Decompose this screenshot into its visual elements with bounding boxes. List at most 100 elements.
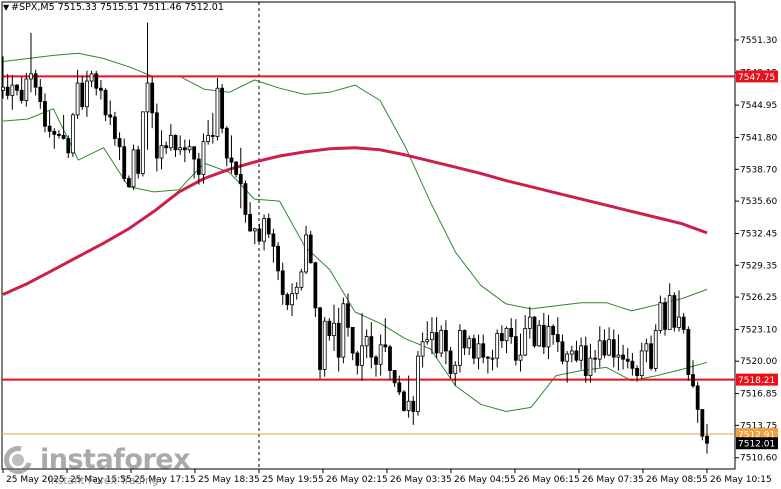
candle-body bbox=[94, 73, 99, 89]
candle-body bbox=[117, 138, 122, 148]
candle bbox=[38, 78, 43, 109]
candle-body bbox=[159, 145, 164, 159]
candle bbox=[439, 325, 444, 358]
candle-body bbox=[476, 343, 481, 359]
candle-body bbox=[201, 141, 206, 175]
y-tick-label: 7551.30 bbox=[740, 36, 777, 46]
candle bbox=[234, 161, 239, 178]
candle-body bbox=[187, 146, 192, 151]
candle-body bbox=[290, 293, 294, 306]
x-tick-label: 26 May 10:15 bbox=[710, 475, 772, 485]
x-tick-label: 26 May 08:55 bbox=[646, 475, 708, 485]
candle-body bbox=[616, 354, 621, 358]
candle bbox=[43, 93, 47, 133]
candle-body bbox=[99, 87, 103, 91]
candle bbox=[462, 329, 467, 356]
candle-body bbox=[19, 89, 24, 101]
candle bbox=[210, 112, 215, 144]
candle-body bbox=[691, 374, 695, 387]
candle-body bbox=[672, 295, 677, 328]
candle bbox=[588, 343, 593, 383]
candle-body bbox=[593, 357, 598, 360]
candle bbox=[350, 326, 355, 361]
candle bbox=[206, 120, 211, 145]
candle-body bbox=[705, 435, 709, 444]
candle-body bbox=[607, 339, 611, 356]
y-tick-label: 7541.80 bbox=[740, 133, 777, 143]
candle-body bbox=[173, 135, 178, 151]
candle bbox=[635, 365, 639, 382]
candle bbox=[150, 76, 155, 129]
candle-body bbox=[234, 161, 239, 175]
candle bbox=[140, 111, 145, 177]
candle bbox=[322, 317, 327, 377]
candle-body bbox=[649, 343, 653, 369]
level-label: 7547.75 bbox=[738, 73, 775, 83]
candle bbox=[607, 327, 611, 357]
collapse-triangle-icon[interactable]: ▼ bbox=[3, 3, 10, 12]
candle-body bbox=[597, 340, 602, 360]
candle bbox=[178, 135, 183, 155]
candle bbox=[378, 334, 383, 376]
candle-body bbox=[374, 356, 378, 365]
candle bbox=[388, 344, 392, 380]
candle-body bbox=[350, 326, 355, 354]
ask-label: 7512.91 bbox=[738, 431, 775, 441]
candle bbox=[66, 135, 71, 159]
candle-body bbox=[546, 325, 551, 348]
candle bbox=[397, 375, 402, 396]
candle bbox=[583, 336, 588, 383]
candle-body bbox=[560, 341, 565, 362]
candle bbox=[499, 325, 504, 348]
candle bbox=[518, 333, 523, 372]
candle bbox=[453, 361, 458, 386]
candle bbox=[103, 88, 108, 122]
candle-body bbox=[388, 346, 392, 371]
candle bbox=[527, 306, 532, 339]
candle-body bbox=[285, 294, 290, 306]
candle-body bbox=[71, 114, 75, 154]
candle-body bbox=[136, 149, 141, 174]
candle-body bbox=[33, 73, 38, 88]
candle-body bbox=[416, 355, 420, 412]
candle bbox=[257, 223, 262, 243]
candle bbox=[294, 282, 299, 300]
y-tick-label: 7535.60 bbox=[740, 197, 777, 207]
candle-body bbox=[448, 350, 453, 374]
x-tick-label: 25 May 19:55 bbox=[262, 475, 324, 485]
candle bbox=[61, 114, 66, 140]
candle-body bbox=[85, 80, 89, 108]
candle-body bbox=[196, 158, 201, 175]
candle bbox=[229, 135, 234, 174]
symbol-label: #SPX,M5 bbox=[11, 2, 55, 13]
candle-body bbox=[75, 82, 80, 116]
candle bbox=[569, 345, 574, 363]
candle-body bbox=[485, 356, 490, 359]
candle-body bbox=[602, 340, 607, 356]
candle-body bbox=[248, 214, 252, 232]
candle-body bbox=[47, 125, 52, 132]
candle-body bbox=[210, 135, 215, 137]
candle bbox=[29, 32, 33, 93]
candle-body bbox=[537, 324, 542, 347]
candle-body bbox=[252, 228, 257, 232]
candle-body bbox=[322, 320, 327, 370]
candle-body bbox=[276, 245, 280, 272]
candle bbox=[5, 73, 10, 100]
candle bbox=[285, 292, 290, 310]
chart-header: ▼ #SPX,M5 7515.33 7515.51 7511.46 7512.01 bbox=[3, 2, 224, 13]
candle bbox=[485, 356, 490, 374]
candle-body bbox=[439, 330, 444, 354]
candle bbox=[122, 138, 127, 182]
candle-body bbox=[294, 286, 299, 294]
candle-body bbox=[5, 86, 10, 96]
y-tick-label: 7513.75 bbox=[740, 421, 777, 431]
candle bbox=[220, 84, 225, 134]
candle-body bbox=[583, 345, 588, 377]
candle-body bbox=[504, 327, 509, 342]
candle-body bbox=[541, 324, 546, 348]
candle-body bbox=[644, 343, 649, 352]
candle-body bbox=[154, 112, 159, 159]
candle-body bbox=[663, 302, 667, 330]
